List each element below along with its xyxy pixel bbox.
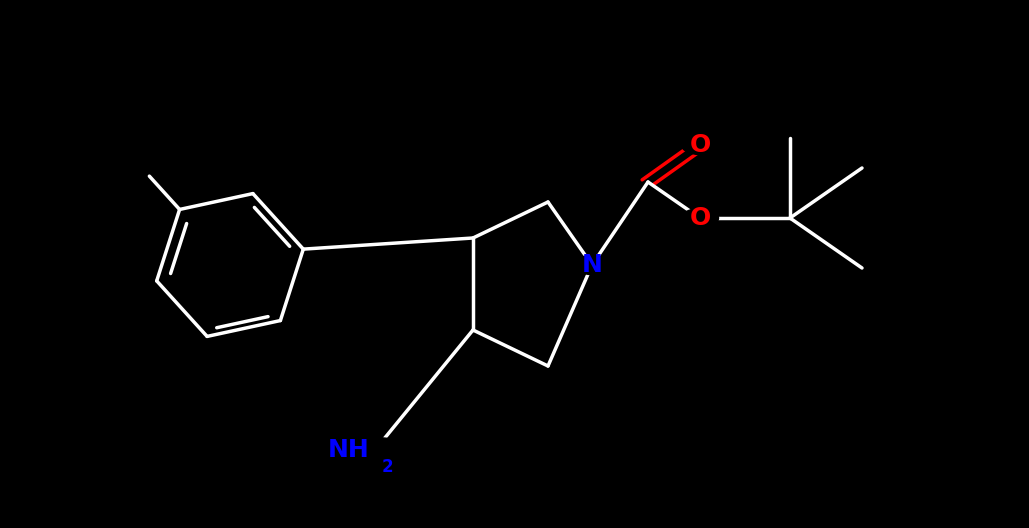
Text: NH: NH (328, 438, 369, 462)
Text: O: O (689, 133, 711, 157)
Text: 2: 2 (382, 458, 393, 476)
Circle shape (681, 136, 718, 155)
Circle shape (351, 438, 409, 467)
Circle shape (681, 209, 718, 228)
Text: O: O (689, 206, 711, 230)
Circle shape (573, 256, 610, 275)
Text: N: N (581, 253, 602, 277)
